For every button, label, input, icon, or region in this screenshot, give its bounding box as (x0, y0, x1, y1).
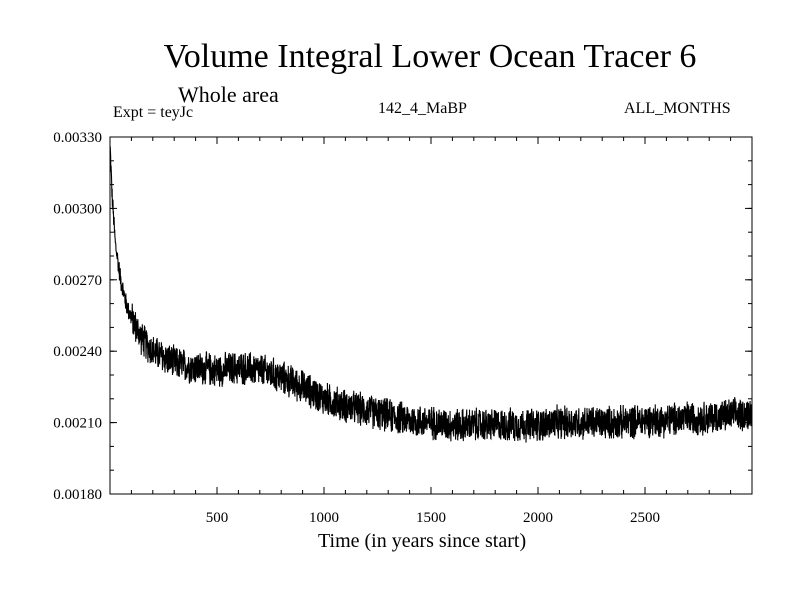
experiment-label: Expt = teyJc (113, 104, 194, 121)
y-tick-label: 0.00300 (53, 201, 102, 217)
x-tick-label: 2500 (630, 510, 660, 526)
chart-subtitle: Whole area (178, 82, 279, 107)
x-tick-label: 1500 (416, 510, 446, 526)
y-tick-label: 0.00240 (53, 344, 102, 360)
y-tick-label: 0.00330 (53, 130, 102, 146)
period-label: 142_4_MaBP (378, 100, 467, 117)
x-tick-label: 1000 (309, 510, 339, 526)
data-series-line (109, 146, 753, 443)
x-axis-label: Time (in years since start) (318, 530, 527, 552)
x-tick-label: 2000 (523, 510, 553, 526)
x-tick-label: 500 (206, 510, 229, 526)
plot-frame (109, 136, 753, 495)
tick-labels: 0.00180 0.00210 0.00240 0.00270 0.00300 0.003… (53, 130, 660, 526)
axis-ticks (110, 136, 752, 495)
chart-title: Volume Integral Lower Ocean Tracer 6 (163, 38, 697, 75)
y-tick-label: 0.00180 (53, 487, 102, 503)
y-tick-label: 0.00270 (53, 273, 102, 289)
y-tick-label: 0.00210 (53, 416, 102, 432)
months-label: ALL_MONTHS (624, 100, 731, 117)
